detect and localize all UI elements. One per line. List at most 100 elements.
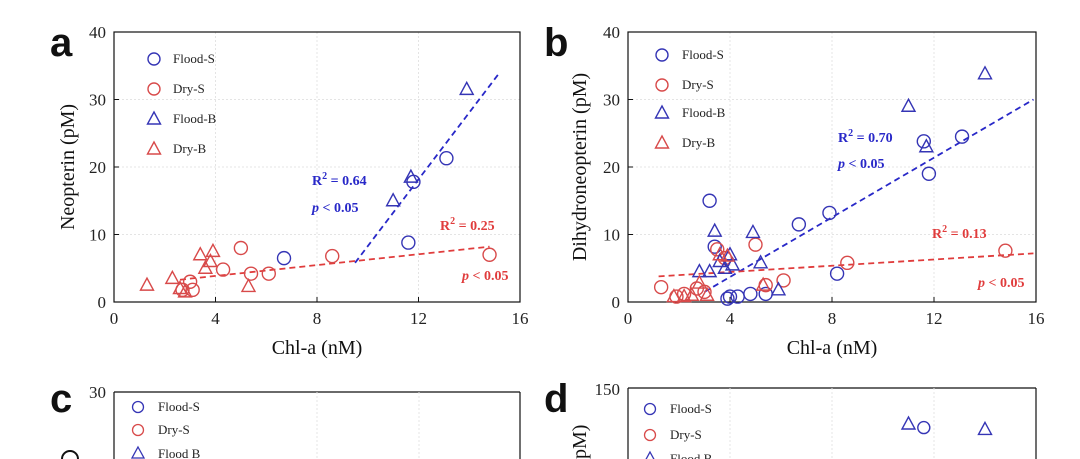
panel-a-y-ticks: 0 10 20 30 40: [89, 23, 119, 312]
legend-dry-b-label: Dry-B: [173, 141, 207, 156]
point-dry-s: [185, 282, 200, 298]
point-flood-b: [459, 80, 475, 96]
point-flood-b: [752, 254, 769, 269]
panel-a-dry-p-value: < 0.05: [473, 269, 509, 284]
point-flood-s: [954, 129, 970, 144]
point-dry-s: [653, 279, 669, 295]
point-flood-s: [916, 134, 931, 149]
legend-dry-s-label: Dry-S: [173, 81, 205, 96]
point-dry-s: [233, 240, 249, 256]
point-dry-s: [840, 255, 855, 271]
point-dry-b: [684, 286, 700, 301]
point-flood-b: [977, 65, 993, 80]
point-dry-s: [748, 237, 763, 252]
point-flood-b: [770, 281, 787, 296]
point-dry-b: [192, 246, 208, 261]
panel-b-x-ticks: 0 4 8 12 16: [624, 297, 1045, 328]
legend-flood-s-label: Flood-S: [158, 399, 200, 414]
point-flood-s: [829, 266, 845, 281]
point-flood-s: [702, 193, 717, 208]
legend-flood-b-marker: [654, 104, 670, 119]
point-dry-b: [202, 253, 219, 268]
legend-dry-b-marker: [654, 134, 670, 149]
panel-a-dry-annotation: R2 = 0.25 p < 0.05: [440, 216, 508, 284]
point-flood-s: [720, 291, 735, 306]
panel-b-letter: b: [544, 21, 568, 65]
point-dry-s: [998, 243, 1013, 258]
panel-b-legend: Flood-S Dry-S Flood-B Dry-B: [654, 47, 726, 150]
panel-b-points: [653, 65, 1013, 306]
point-flood-b: [707, 222, 723, 237]
panel-b-fit-lines: [658, 98, 1034, 293]
legend-flood-s-marker: [147, 52, 161, 66]
point-dry-s: [325, 248, 340, 264]
panel-b-dry-r2: R2 = 0.13: [932, 224, 987, 242]
point-flood-s: [921, 166, 937, 181]
point-flood-b: [701, 263, 718, 278]
panel-b-dry-p: p < 0.05: [977, 276, 1024, 291]
point-dry-b: [177, 283, 193, 298]
point-dry-b: [699, 286, 715, 301]
legend-flood-b-marker: [146, 110, 162, 125]
point-flood-b: [900, 97, 917, 112]
panel-a-points: [139, 80, 497, 298]
panel-a-y-axis-label: Neopterin (pM): [57, 104, 79, 230]
point-dry-b: [240, 278, 257, 293]
y-tick-label: 20: [603, 158, 620, 177]
legend-dry-b-label: Dry-B: [682, 135, 716, 150]
legend-flood-b-marker: [130, 445, 146, 459]
legend-dry-s-label: Dry-S: [670, 427, 702, 442]
panel-b-flood-annotation: R2 = 0.70 p < 0.05: [837, 128, 893, 172]
panel-c-legend: Flood-S Dry-S Flood B: [130, 399, 201, 459]
panel-a: a 0 4 8 12 16 0 10 20 30 40 Chl-a (nM) Neopterin…: [50, 21, 529, 359]
x-tick-label: 8: [313, 309, 322, 328]
panel-a-flood-r2-value: 0.64: [342, 174, 367, 189]
point-dry-s: [710, 242, 725, 257]
panel-c-y-axis-label-fragment: [61, 450, 79, 459]
point-flood-s: [917, 420, 931, 435]
y-tick-label: 20: [89, 158, 106, 177]
panel-a-flood-p: p < 0.05: [311, 201, 358, 216]
point-flood-s: [439, 151, 454, 166]
point-dry-s: [182, 274, 198, 289]
point-dry-b: [755, 276, 771, 291]
panel-a-dry-r2: R2 = 0.25: [440, 216, 495, 234]
point-dry-b: [205, 242, 221, 258]
point-dry-b: [691, 274, 708, 289]
panel-d-letter: d: [544, 377, 568, 421]
panel-d-points: [900, 415, 993, 436]
panel-b-dry-p-value: < 0.05: [989, 276, 1025, 291]
fit-line-dry: [179, 245, 490, 281]
panel-a-flood-annotation: R2 = 0.64 p < 0.05: [311, 171, 367, 216]
panel-a-letter: a: [50, 21, 73, 65]
point-dry-b: [139, 276, 155, 291]
panel-b-flood-p-value: < 0.05: [849, 157, 885, 172]
point-flood-b: [722, 246, 738, 261]
panel-a-x-ticks: 0 4 8 12 16: [110, 297, 529, 328]
legend-dry-s-marker: [655, 78, 669, 92]
panel-b-flood-p: p < 0.05: [837, 157, 884, 172]
x-tick-label: 4: [726, 309, 735, 328]
fit-line-dry: [658, 252, 1034, 278]
point-flood-s: [791, 217, 807, 232]
panel-a-legend: Flood-S Dry-S Flood-B Dry-B: [146, 51, 217, 156]
point-flood-s: [707, 239, 722, 254]
panel-c: c 30 Flood-S Dry-S Flood B: [50, 377, 521, 459]
x-tick-label: 12: [926, 309, 943, 328]
point-flood-s: [822, 205, 837, 221]
point-dry-s: [482, 247, 497, 262]
panel-d-y-axis-label-fragment: pM): [569, 425, 591, 459]
panel-a-fit-lines: [179, 71, 501, 281]
x-tick-label: 0: [624, 309, 633, 328]
legend-flood-b-label: Flood-B: [173, 111, 217, 126]
panel-b-flood-r2: R2 = 0.70: [838, 128, 893, 146]
panel-c-y-tick-label: 30: [89, 383, 106, 402]
point-dry-b: [164, 269, 181, 285]
panel-d: d 150 pM) Flood-S Dry-S Flood B: [544, 377, 1037, 459]
y-tick-label: 10: [603, 226, 620, 245]
point-dry-s: [243, 266, 259, 281]
panel-b-y-ticks: 0 10 20 30 40: [603, 23, 633, 312]
point-dry-b: [719, 247, 736, 262]
x-tick-label: 12: [410, 309, 427, 328]
